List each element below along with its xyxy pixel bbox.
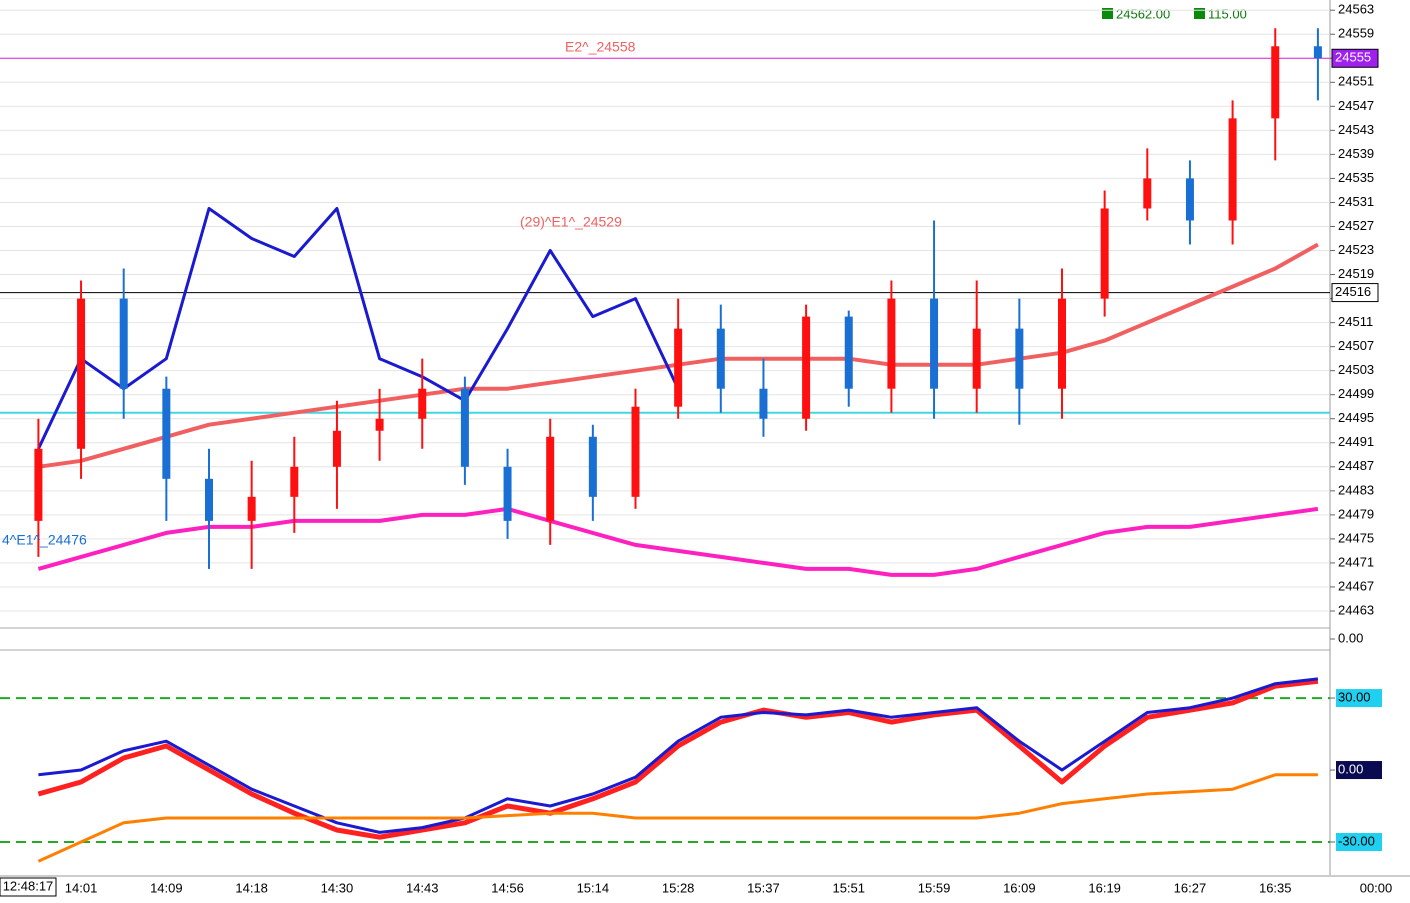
x-tick-label: 16:19 — [1088, 880, 1121, 895]
y-tick-label: 30.00 — [1338, 690, 1371, 705]
x-tick-label: 14:18 — [235, 880, 268, 895]
candle-body — [119, 298, 128, 389]
candle-body — [759, 388, 768, 419]
candle-body — [1058, 298, 1066, 389]
candle-body — [77, 298, 86, 449]
candle-body — [588, 436, 597, 497]
candle-body — [205, 478, 213, 521]
y-tick-label: 24535 — [1338, 170, 1374, 185]
price-tag — [1331, 48, 1379, 68]
candle-body — [1100, 208, 1109, 299]
y-tick-label: 24531 — [1338, 194, 1374, 209]
candle-body — [887, 298, 896, 389]
annotation: 4^E1^_24476 — [2, 532, 87, 548]
tick-tag — [1336, 761, 1382, 780]
y-tick-label: 24487 — [1338, 458, 1374, 473]
x-tick-label: 16:27 — [1174, 880, 1207, 895]
y-tick-label: 24511 — [1338, 314, 1373, 329]
x-tick-label: 15:28 — [662, 880, 695, 895]
candle-body — [546, 436, 555, 521]
candle-body — [674, 328, 683, 407]
candle-body — [1143, 178, 1152, 209]
tick-tag — [1336, 689, 1382, 708]
indicator-line — [38, 677, 1319, 834]
y-tick-label: 24523 — [1338, 242, 1374, 257]
y-tick-label: 24539 — [1338, 146, 1374, 161]
candle-body — [844, 316, 853, 389]
y-tick-label: 24563 — [1338, 2, 1374, 17]
y-tick-label: 0.00 — [1338, 630, 1363, 645]
clock: 12:48:17 — [3, 878, 54, 893]
candle-body — [631, 406, 640, 497]
y-tick-label: 24483 — [1338, 482, 1374, 497]
candle-body — [375, 418, 384, 431]
y-tick-label: 24463 — [1338, 602, 1374, 617]
indicator-line — [37, 773, 1318, 863]
candle-body — [1228, 118, 1237, 221]
x-tick-label: 15:59 — [918, 880, 951, 895]
candle-body — [972, 328, 981, 389]
y-tick-label: 24551 — [1338, 74, 1374, 89]
candle-body — [290, 466, 299, 497]
annotation: E2^_24558 — [565, 39, 636, 55]
indicator-line — [37, 207, 680, 450]
y-tick-label: 24479 — [1338, 506, 1374, 521]
y-tick-label: 24507 — [1338, 338, 1374, 353]
x-tick-label: 14:30 — [321, 880, 354, 895]
annotation: (29)^E1^_24529 — [520, 214, 622, 230]
indicator-line — [37, 678, 1319, 840]
y-tick-label: 24519 — [1338, 266, 1374, 281]
y-tick-label: 24471 — [1338, 554, 1374, 569]
y-tick-label: 24499 — [1338, 386, 1374, 401]
y-tick-label: 24467 — [1338, 578, 1374, 593]
y-tick-label: 24543 — [1338, 122, 1374, 137]
x-tick-label: 14:09 — [150, 880, 183, 895]
price-change: 115.00 — [1208, 6, 1247, 21]
candle-body — [162, 388, 171, 479]
y-tick-label: 24559 — [1338, 26, 1374, 41]
y-tick-label: 24527 — [1338, 218, 1374, 233]
candle-body — [1313, 46, 1322, 59]
end-time: 00:00 — [1360, 880, 1393, 895]
x-tick-label: 16:35 — [1259, 880, 1292, 895]
candle-body — [247, 496, 256, 521]
candle-body — [34, 448, 43, 521]
last-price: 24562.00 — [1116, 6, 1170, 21]
y-tick-label: 24547 — [1338, 98, 1374, 113]
candle-body — [503, 466, 512, 521]
y-tick-label: -30.00 — [1338, 833, 1375, 848]
candle-body — [1185, 178, 1194, 221]
candle-body — [460, 388, 469, 467]
price-tag-label: 24555 — [1335, 50, 1371, 65]
y-tick-label: 24491 — [1338, 434, 1374, 449]
x-tick-label: 15:51 — [832, 880, 865, 895]
candle-body — [716, 328, 725, 389]
y-tick-label: 0.00 — [1338, 761, 1363, 776]
candle-body — [418, 388, 427, 419]
y-tick-label: 24475 — [1338, 530, 1374, 545]
change-marker — [1194, 8, 1205, 19]
x-tick-label: 14:01 — [65, 880, 98, 895]
x-tick-label: 15:37 — [747, 880, 780, 895]
candle-body — [802, 316, 811, 419]
y-tick-label: 24495 — [1338, 410, 1374, 425]
x-tick-label: 14:56 — [491, 880, 524, 895]
x-tick-label: 16:09 — [1003, 880, 1036, 895]
price-tag-label: 24516 — [1335, 284, 1371, 299]
candle-body — [930, 298, 939, 389]
x-tick-label: 14:43 — [406, 880, 439, 895]
x-tick-label: 15:14 — [577, 880, 610, 895]
clock-box — [0, 877, 57, 897]
price-tag — [1331, 283, 1379, 303]
candle-body — [332, 430, 341, 467]
y-tick-label: 24503 — [1338, 362, 1374, 377]
candle-body — [1015, 328, 1024, 389]
candle-body — [1271, 46, 1280, 119]
price-marker — [1102, 8, 1113, 19]
tick-tag — [1336, 833, 1382, 852]
